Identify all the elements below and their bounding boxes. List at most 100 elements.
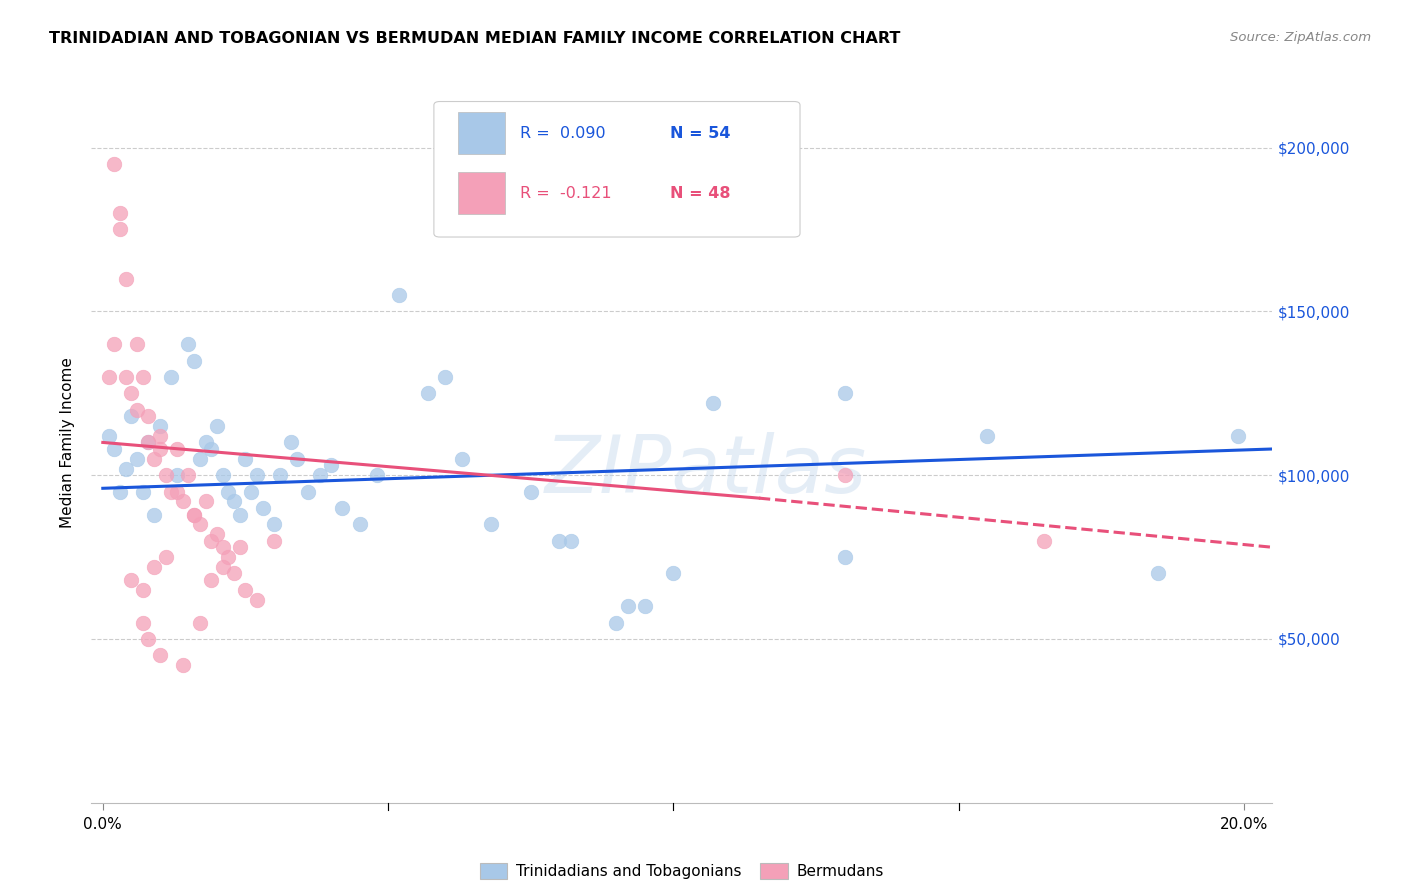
Point <box>200 442 222 456</box>
Point <box>834 550 856 565</box>
Point <box>1227 429 1250 443</box>
Point <box>103 442 125 456</box>
Point <box>143 451 166 466</box>
Point <box>188 517 211 532</box>
Point <box>183 508 205 522</box>
Point <box>177 468 200 483</box>
Point <box>560 533 582 548</box>
Point <box>177 337 200 351</box>
Point <box>976 429 998 443</box>
Text: ZIPatlas: ZIPatlas <box>544 433 866 510</box>
Point <box>108 206 131 220</box>
Point <box>211 560 233 574</box>
Point <box>366 468 388 483</box>
Point <box>120 409 142 424</box>
Point <box>172 494 194 508</box>
Point <box>349 517 371 532</box>
Point <box>160 370 183 384</box>
Point <box>149 429 172 443</box>
Point <box>155 468 177 483</box>
Point <box>263 517 285 532</box>
Point <box>132 484 155 499</box>
Point <box>103 157 125 171</box>
Point <box>97 429 120 443</box>
Point <box>1147 566 1170 581</box>
Point <box>1033 533 1056 548</box>
Point <box>114 461 136 475</box>
Point <box>246 468 269 483</box>
Point <box>183 508 205 522</box>
Text: R =  0.090: R = 0.090 <box>520 126 606 141</box>
Point <box>188 451 211 466</box>
Point <box>149 648 172 663</box>
Point <box>332 500 354 515</box>
Point <box>416 386 439 401</box>
Point <box>451 451 474 466</box>
Point <box>200 573 222 587</box>
Point <box>297 484 319 499</box>
Point <box>155 550 177 565</box>
Point <box>194 435 217 450</box>
Point <box>519 484 541 499</box>
Point <box>120 573 142 587</box>
Point <box>183 353 205 368</box>
Point <box>132 370 155 384</box>
Point <box>222 566 245 581</box>
Point <box>834 468 856 483</box>
Point <box>434 370 457 384</box>
Point <box>172 658 194 673</box>
Point <box>125 402 148 417</box>
Y-axis label: Median Family Income: Median Family Income <box>60 357 76 528</box>
Point <box>319 458 342 473</box>
Point <box>211 541 233 555</box>
Point <box>143 560 166 574</box>
Point <box>252 500 274 515</box>
Point <box>166 484 188 499</box>
Point <box>108 484 131 499</box>
Point <box>114 370 136 384</box>
Point <box>702 396 724 410</box>
Point <box>217 550 239 565</box>
Text: R =  -0.121: R = -0.121 <box>520 186 612 202</box>
Point <box>616 599 638 614</box>
Point <box>188 615 211 630</box>
Point <box>114 271 136 285</box>
Point <box>138 435 160 450</box>
Point <box>200 533 222 548</box>
Text: TRINIDADIAN AND TOBAGONIAN VS BERMUDAN MEDIAN FAMILY INCOME CORRELATION CHART: TRINIDADIAN AND TOBAGONIAN VS BERMUDAN M… <box>49 31 901 46</box>
Text: Source: ZipAtlas.com: Source: ZipAtlas.com <box>1230 31 1371 45</box>
Point <box>605 615 627 630</box>
FancyBboxPatch shape <box>457 112 505 154</box>
Text: N = 54: N = 54 <box>671 126 731 141</box>
Point <box>132 582 155 597</box>
Point <box>229 541 252 555</box>
Point <box>217 484 239 499</box>
Point <box>229 508 252 522</box>
FancyBboxPatch shape <box>434 102 800 237</box>
Point <box>125 337 148 351</box>
Point <box>166 442 188 456</box>
Point <box>222 494 245 508</box>
Point <box>235 451 257 466</box>
Point <box>479 517 502 532</box>
Point <box>97 370 120 384</box>
Point <box>103 337 125 351</box>
Point <box>149 419 172 434</box>
Point <box>205 419 228 434</box>
Point <box>548 533 571 548</box>
Point <box>138 409 160 424</box>
Point <box>834 386 856 401</box>
Point <box>211 468 233 483</box>
Point <box>138 632 160 646</box>
Point <box>285 451 308 466</box>
Point <box>235 582 257 597</box>
Point <box>138 435 160 450</box>
FancyBboxPatch shape <box>457 172 505 214</box>
Text: N = 48: N = 48 <box>671 186 731 202</box>
Point <box>269 468 291 483</box>
Point <box>308 468 330 483</box>
Point <box>194 494 217 508</box>
Point <box>662 566 685 581</box>
Point <box>388 288 411 302</box>
Point <box>132 615 155 630</box>
